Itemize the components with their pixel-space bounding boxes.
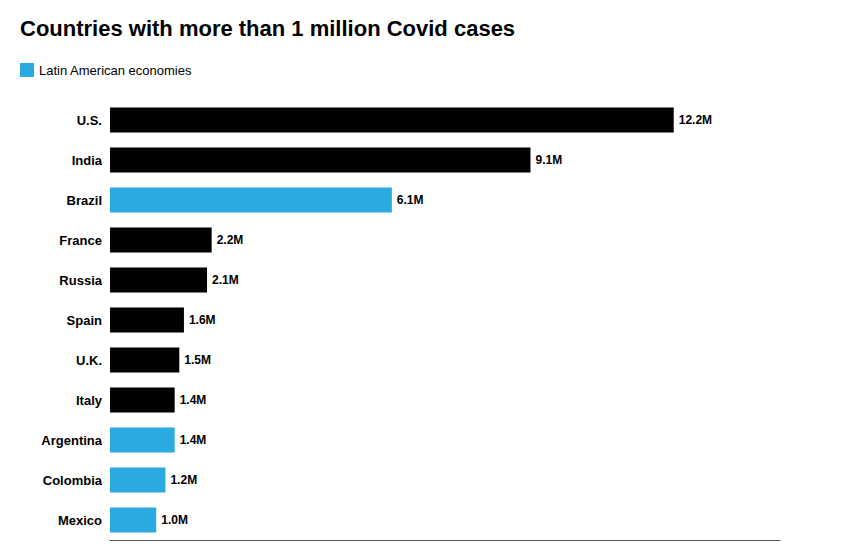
svg-text:1.0M: 1.0M <box>161 513 188 527</box>
svg-text:U.S.: U.S. <box>77 113 102 128</box>
svg-text:1.4M: 1.4M <box>180 433 207 447</box>
svg-text:2.1M: 2.1M <box>212 273 239 287</box>
svg-text:1.6M: 1.6M <box>189 313 216 327</box>
svg-text:1.4M: 1.4M <box>180 393 207 407</box>
svg-text:Mexico: Mexico <box>58 513 102 528</box>
svg-text:1.2M: 1.2M <box>170 473 197 487</box>
svg-text:Argentina: Argentina <box>41 433 102 448</box>
svg-text:6.1M: 6.1M <box>397 193 424 207</box>
svg-text:U.K.: U.K. <box>76 353 102 368</box>
svg-text:Russia: Russia <box>59 273 102 288</box>
svg-text:Brazil: Brazil <box>67 193 102 208</box>
svg-text:2.2M: 2.2M <box>217 233 244 247</box>
svg-text:1.5M: 1.5M <box>184 353 211 367</box>
svg-text:Spain: Spain <box>67 313 102 328</box>
svg-text:Countries with more than 1 mil: Countries with more than 1 million Covid… <box>20 16 515 41</box>
svg-text:12.2M: 12.2M <box>679 113 712 127</box>
svg-text:Colombia: Colombia <box>43 473 103 488</box>
svg-text:Italy: Italy <box>76 393 103 408</box>
svg-text:France: France <box>59 233 102 248</box>
svg-text:India: India <box>72 153 103 168</box>
svg-text:9.1M: 9.1M <box>535 153 562 167</box>
svg-text:Latin American economies: Latin American economies <box>39 63 192 78</box>
